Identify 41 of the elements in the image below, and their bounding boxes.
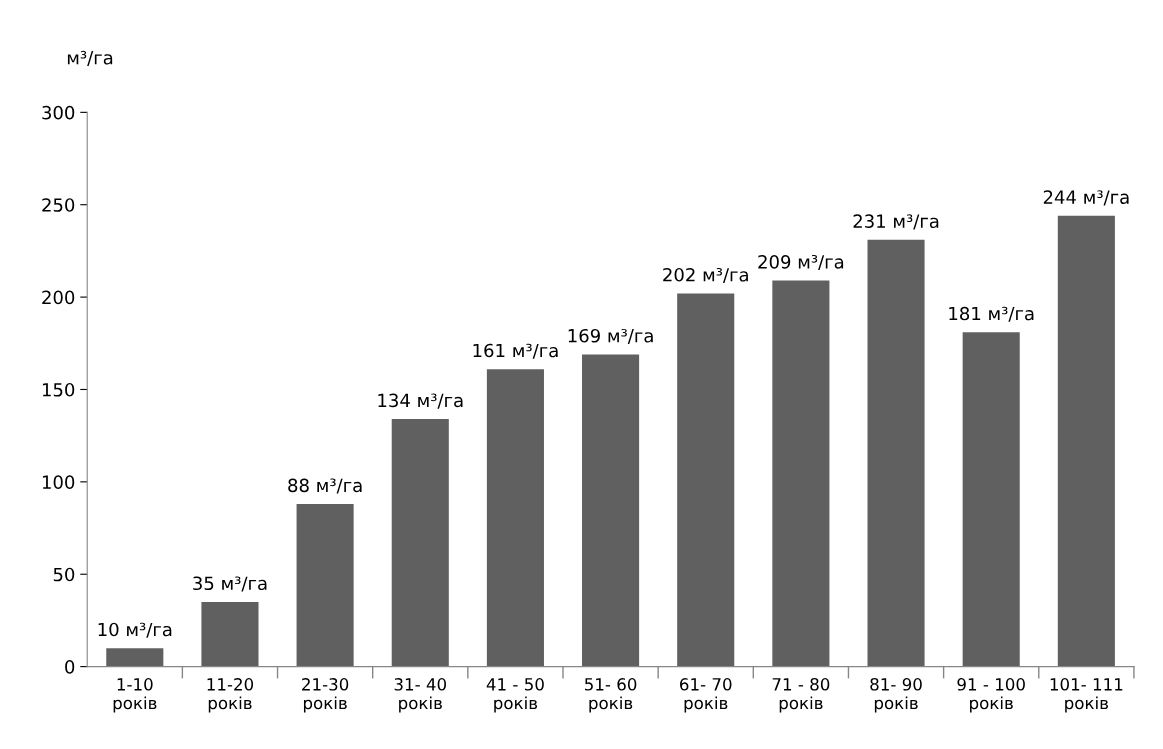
bar — [1057, 215, 1115, 667]
x-tick-label: 61- 70 років — [680, 678, 732, 713]
x-tick-label: 1-10 років — [113, 678, 157, 713]
data-label: 35 м³/га — [193, 576, 267, 592]
x-tick-label: 101- 111 років — [1050, 678, 1123, 713]
data-label: 202 м³/га — [663, 267, 748, 283]
y-tick-label: 0 — [65, 660, 75, 674]
data-label: 244 м³/га — [1043, 190, 1129, 206]
y-tick-label: 50 — [53, 567, 75, 582]
bar — [391, 419, 449, 667]
bar — [486, 369, 544, 667]
data-label: 231 м³/га — [853, 214, 939, 230]
x-tick-label: 11-20 років — [207, 678, 254, 713]
x-tick-label: 41 - 50 років — [486, 678, 544, 713]
x-tick-label: 71 - 80 років — [772, 678, 830, 713]
data-label: 161 м³/га — [473, 343, 558, 359]
data-label: 88 м³/га — [288, 478, 362, 494]
bar — [201, 601, 259, 667]
bar — [106, 648, 164, 667]
data-label: 181 м³/га — [949, 306, 1034, 322]
bar — [296, 504, 354, 667]
y-tick-label: 100 — [42, 475, 75, 489]
data-label: 10 м³/га — [98, 622, 172, 638]
y-axis-title: м³/га — [67, 50, 113, 66]
bar — [772, 280, 830, 667]
data-label: 169 м³/га — [568, 328, 653, 344]
data-label: 209 м³/га — [758, 254, 844, 271]
x-tick-label: 31- 40 років — [394, 678, 447, 713]
data-label: 134 м³/га — [378, 393, 463, 409]
bar — [962, 332, 1020, 667]
bar — [677, 293, 735, 667]
y-tick-label: 150 — [42, 382, 75, 397]
x-tick-label: 51- 60 років — [585, 678, 637, 713]
y-tick-label: 200 — [42, 290, 75, 305]
x-tick-label: 81- 90 років — [870, 678, 922, 713]
y-tick-label: 300 — [42, 105, 75, 120]
y-tick-label: 250 — [42, 198, 75, 212]
x-tick-label: 91 - 100 років — [957, 678, 1025, 713]
bar — [867, 239, 925, 667]
bar — [582, 354, 640, 667]
x-tick-label: 21-30 років — [302, 678, 349, 713]
